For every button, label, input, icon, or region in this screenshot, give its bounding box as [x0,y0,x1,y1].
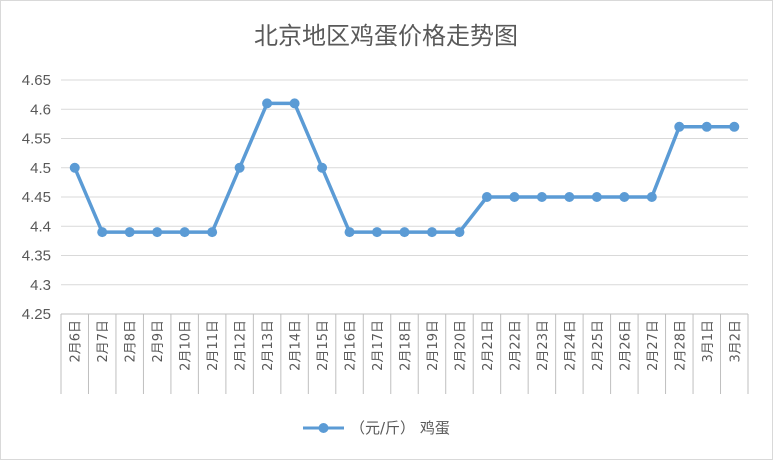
series-layer [69,98,740,238]
y-tick-label: 4.45 [22,189,51,206]
x-tick-label: 2月8日 [124,320,139,363]
x-tick-label: 2月6日 [69,320,84,363]
data-point [564,192,575,202]
data-point [262,98,273,109]
data-point [591,192,602,202]
x-tick-label: 2月15日 [316,320,331,371]
x-tick-label: 2月12日 [234,320,249,371]
x-tick-label: 2月17日 [371,320,386,371]
x-tick-label: 2月7日 [96,320,111,363]
x-tick-label: 2月27日 [646,320,661,371]
x-tick-label: 2月25日 [591,320,606,371]
data-point [152,227,163,238]
x-tick-label: 2月23日 [536,320,551,371]
x-tick-label: 2月10日 [179,320,194,371]
data-point [69,162,80,173]
data-point [399,227,410,238]
x-tick-label: 2月24日 [563,320,578,371]
y-tick-label: 4.35 [22,248,51,265]
y-tick-label: 4.3 [30,277,51,294]
x-tick-label: 2月20日 [453,320,468,371]
x-tick-label: 2月26日 [618,320,633,371]
y-tick-label: 4.25 [22,306,51,323]
x-tick-label: 2月22日 [508,320,523,371]
data-point [619,192,630,202]
data-point [481,192,492,202]
data-point [207,227,218,238]
y-axis-ticks: 4.25 4.3 4.35 4.4 4.45 4.5 4.55 4.6 4.65 [22,72,51,323]
x-tick-label: 2月13日 [261,320,276,371]
data-point [179,227,190,238]
x-tick-label: 3月2日 [728,320,743,363]
y-tick-label: 4.5 [30,160,51,177]
data-point [317,162,328,173]
data-point [426,227,437,238]
y-tick-label: 4.4 [30,218,51,235]
x-tick-label: 2月16日 [344,320,359,371]
x-tick-label: 2月21日 [481,320,496,371]
x-tick-label: 2月18日 [399,320,414,371]
x-tick-label: 2月19日 [426,320,441,371]
data-point [646,192,657,202]
data-point [729,121,740,132]
y-tick-label: 4.65 [22,72,51,89]
data-point [289,98,300,109]
y-tick-label: 4.6 [30,101,51,118]
data-point [234,162,245,173]
data-point [97,227,108,238]
chart-title: 北京地区鸡蛋价格走势图 [254,22,518,50]
x-tick-label: 2月9日 [151,320,166,363]
data-point [124,227,135,238]
data-point [536,192,547,202]
x-axis-ticks: 2月6日 2月7日 2月8日 2月9日 2月10日 2月11日 2月12日 2月13日 2月14… [60,314,749,394]
data-point [454,227,465,238]
data-point [674,121,685,132]
data-point [372,227,383,238]
x-tick-label: 2月14日 [289,320,304,371]
data-point [344,227,355,238]
x-tick-label: 3月1日 [701,320,716,363]
y-tick-label: 4.55 [22,131,51,148]
legend-marker [318,423,329,433]
x-tick-label: 2月28日 [673,320,688,371]
grid-lines [61,79,748,315]
data-point [701,121,712,132]
x-tick-label: 2月11日 [206,320,221,371]
legend: （元/斤） 鸡蛋 [303,419,450,437]
legend-label: （元/斤） 鸡蛋 [350,419,450,437]
data-point [509,192,520,202]
